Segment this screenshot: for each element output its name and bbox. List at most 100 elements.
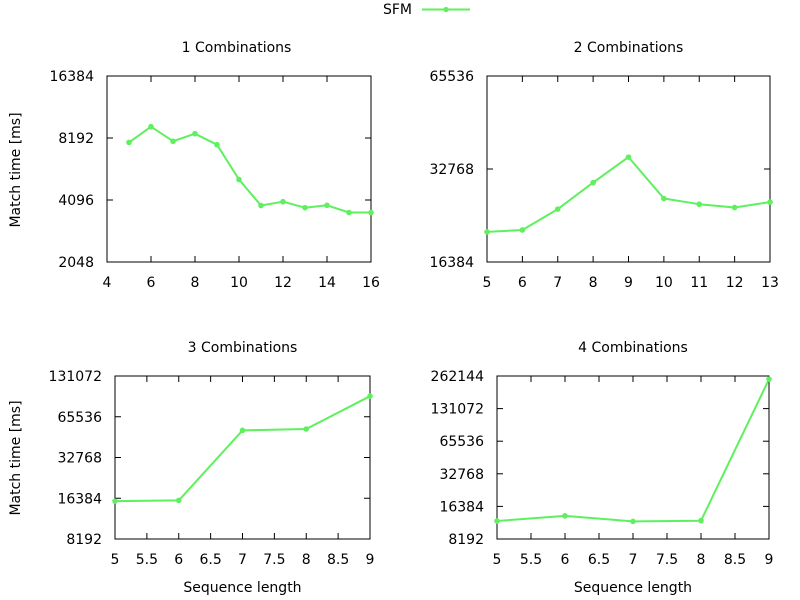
data-point [766,376,772,382]
data-point [368,209,374,216]
data-point [148,123,154,130]
x-tick-label: 8.5 [327,552,349,568]
panel-title: 4 Combinations [578,340,688,356]
data-point [625,154,632,160]
series-line [128,125,371,214]
x-tick-label: 5.5 [520,552,542,568]
data-point [590,179,596,186]
x-tick-label: 9 [765,552,774,568]
data-point [236,176,242,183]
x-tick-label: 9 [366,552,375,568]
y-tick-label: 32768 [57,451,102,467]
y-tick-label: 16384 [429,255,474,271]
y-tick-label: 16384 [49,69,94,85]
x-tick-label: 14 [318,275,336,291]
y-tick-label: 4096 [58,193,94,209]
data-point [554,206,561,212]
data-point [303,426,310,432]
x-tick-label: 6.5 [588,552,610,568]
x-tick-label: 8 [302,552,311,568]
data-point [630,518,636,525]
x-tick-label: 16 [362,275,380,291]
x-tick-label: 8 [191,275,200,291]
data-point [698,517,704,524]
y-axis-label: Match time [ms] [8,112,24,227]
data-point [767,199,773,205]
x-tick-label: 8.5 [724,552,746,568]
plot-area: 5 5.5 6 6.5 7 7.5 8 8.5 9 8192 16384 32768 65536 1310… [431,369,774,568]
x-tick-label: 12 [274,275,292,291]
data-point [258,202,264,209]
plot-frame [486,75,771,263]
x-tick-label: 7 [629,552,638,568]
x-tick-label: 6 [147,275,156,291]
y-tick-label: 32768 [439,467,484,483]
x-tick-label: 7 [238,552,247,568]
panel-2: 2 Combinations 5 6 7 8 9 10 11 12 13 16384 32768 65… [429,40,778,291]
panel-title: 2 Combinations [574,40,684,56]
y-tick-label: 65536 [439,434,484,450]
y-tick-label: 8192 [58,131,94,147]
data-point [731,204,738,211]
legend-label: SFM [383,2,412,18]
y-tick-label: 65536 [57,410,102,426]
legend-marker-sample [443,6,449,13]
x-tick-label: 6 [561,552,570,568]
y-tick-label: 2048 [58,255,94,271]
y-tick-label: 65536 [429,69,474,85]
panel-3: 3 Combinations Match time [ms] Sequence … [8,340,374,596]
y-tick-label: 8192 [66,532,102,548]
series-line [496,378,770,523]
x-tick-label: 6.5 [199,552,221,568]
data-point [112,498,118,504]
y-tick-label: 262144 [431,369,485,385]
x-tick-label: 9 [624,275,633,291]
x-tick-label: 10 [230,275,248,291]
plot-area: 5 6 7 8 9 10 11 12 13 16384 32768 65536 [429,69,778,291]
x-tick-label: 11 [690,275,708,291]
plot-area: 4 6 8 10 12 14 16 2048 4096 8192 16384 [49,69,380,291]
x-tick-label: 5 [493,552,502,568]
x-tick-label: 6 [174,552,183,568]
data-point [170,138,176,145]
data-point [214,141,220,148]
data-point [280,198,286,205]
x-tick-label: 6 [518,275,527,291]
data-point [661,195,667,202]
y-tick-label: 131072 [431,402,484,418]
data-point [562,513,568,519]
panel-title: 3 Combinations [188,340,298,356]
x-tick-label: 5 [483,275,492,291]
x-tick-label: 7.5 [656,552,678,568]
y-tick-label: 8192 [448,532,484,548]
data-point [239,427,246,434]
x-axis-label: Sequence length [183,580,301,596]
data-point [519,227,526,233]
series-line [486,156,771,233]
x-axis-label: Sequence length [574,580,692,596]
legend: SFM [383,2,470,18]
x-tick-label: 12 [726,275,744,291]
data-point [126,139,132,146]
panel-1: 1 Combinations Match time [ms] 4 6 8 10 12 14… [8,40,380,291]
data-point [302,204,308,211]
x-tick-label: 13 [761,275,779,291]
y-tick-label: 16384 [57,491,102,507]
x-tick-label: 8 [697,552,706,568]
panel-4: 4 Combinations Sequence length 5 5.5 6 6.5 7… [431,340,774,596]
plot-area: 5 5.5 6 6.5 7 7.5 8 8.5 9 8192 16384 32768 65536 1310… [49,369,375,568]
x-tick-label: 4 [103,275,112,291]
data-point [367,393,373,399]
data-point [494,518,500,524]
x-tick-label: 8 [589,275,598,291]
y-tick-label: 131072 [49,369,102,385]
plot-frame [114,375,371,540]
x-tick-label: 10 [655,275,673,291]
y-axis-label: Match time [ms] [8,400,24,515]
plot-frame [106,75,372,263]
data-point [175,497,182,504]
data-point [324,202,330,209]
data-point [192,130,198,137]
x-tick-label: 7.5 [263,552,285,568]
